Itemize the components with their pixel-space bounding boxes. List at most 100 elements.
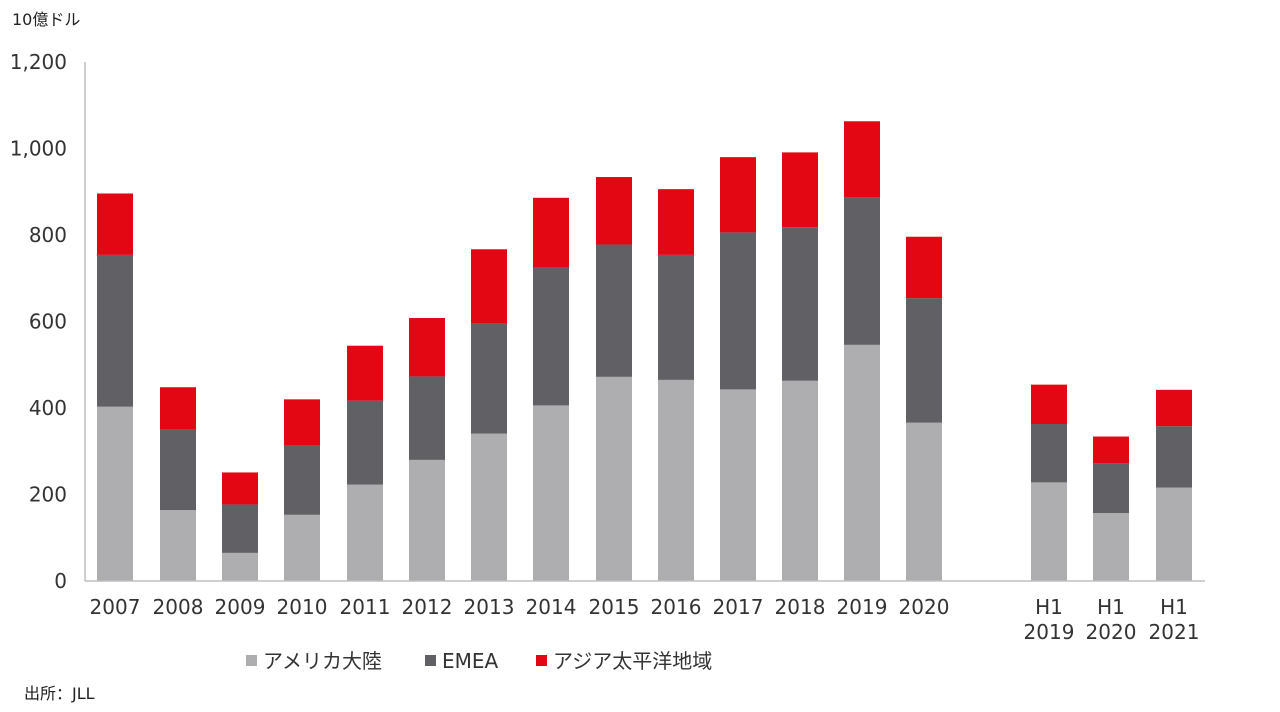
bar-segment-apac: [782, 152, 818, 228]
bar-segment-emea: [471, 323, 507, 434]
bar-segment-emea: [284, 445, 320, 515]
bar-segment-apac: [222, 472, 258, 505]
legend-label-apac: アジア太平洋地域: [553, 649, 712, 673]
bar-stack: [284, 399, 320, 581]
bar-stack: [222, 472, 258, 581]
bar-segment-emea: [1093, 463, 1129, 514]
bar-segment-emea: [409, 376, 445, 460]
bar-segment-americas: [347, 484, 383, 581]
y-axis: 0 200 400 600 800 1,000 1,200: [10, 50, 86, 593]
bar-segment-emea: [347, 400, 383, 485]
bar-segment-americas: [782, 380, 818, 581]
y-tick-label: 1,000: [10, 137, 67, 161]
bar-stack: [347, 345, 383, 581]
bar-stack: [97, 193, 133, 581]
bar-stack: [906, 236, 942, 581]
bar-segment-americas: [160, 510, 196, 581]
x-tick-label: H1: [1160, 595, 1188, 619]
bar-segment-americas: [1156, 487, 1192, 581]
bar-stack: [1093, 436, 1129, 581]
bar-segment-americas: [844, 344, 880, 581]
bar-segment-emea: [658, 254, 694, 380]
bar-segment-emea: [1156, 426, 1192, 488]
x-tick-label: 2015: [589, 595, 640, 619]
bar-segment-apac: [720, 157, 756, 233]
y-tick-label: 1,200: [10, 50, 67, 74]
legend-label-americas: アメリカ大陸: [263, 649, 382, 673]
bar-segment-apac: [844, 121, 880, 198]
bar-stack: [533, 197, 569, 581]
bar-segment-emea: [97, 254, 133, 407]
bars-group: [97, 121, 1192, 581]
bar-segment-americas: [906, 422, 942, 581]
x-tick-label: 2012: [402, 595, 453, 619]
bar-stack: [596, 177, 632, 581]
bar-stack: [782, 152, 818, 581]
bar-segment-americas: [658, 379, 694, 581]
bar-segment-emea: [844, 197, 880, 345]
x-axis: 2007 2008 2009 2010 2011 2012 2013 2014 2015 2016…: [85, 580, 1205, 644]
bar-segment-emea: [596, 244, 632, 377]
x-tick-label: 2017: [713, 595, 764, 619]
bar-segment-apac: [160, 387, 196, 430]
legend-label-emea: EMEA: [442, 649, 499, 673]
bar-segment-americas: [533, 405, 569, 581]
legend: アメリカ大陸 EMEA アジア太平洋地域: [246, 649, 712, 673]
bar-segment-apac: [533, 197, 569, 268]
x-tick-label: 2014: [526, 595, 577, 619]
bar-segment-emea: [222, 504, 258, 553]
bar-segment-americas: [720, 389, 756, 581]
bar-segment-apac: [347, 345, 383, 401]
x-tick-label: 2010: [277, 595, 328, 619]
bar-segment-apac: [471, 249, 507, 324]
bar-segment-americas: [596, 376, 632, 581]
x-tick-label: 2019: [837, 595, 888, 619]
bar-segment-apac: [409, 318, 445, 377]
bar-segment-apac: [906, 236, 942, 299]
bar-segment-americas: [97, 406, 133, 581]
bar-segment-emea: [906, 298, 942, 423]
bar-segment-emea: [1031, 424, 1067, 483]
bar-segment-apac: [1156, 389, 1192, 427]
bar-segment-emea: [533, 267, 569, 406]
y-axis-unit-label: 10億ドル: [12, 10, 81, 29]
bar-stack: [720, 157, 756, 581]
bar-stack: [471, 249, 507, 581]
x-tick-label: 2013: [464, 595, 515, 619]
bar-segment-emea: [160, 429, 196, 511]
legend-swatch-emea: [425, 655, 436, 666]
bar-segment-americas: [409, 459, 445, 581]
x-tick-label: 2018: [775, 595, 826, 619]
x-tick-label: 2007: [90, 595, 141, 619]
bar-segment-apac: [1093, 436, 1129, 464]
source-note: 出所：JLL: [24, 684, 95, 703]
bar-segment-apac: [97, 193, 133, 255]
y-tick-label: 800: [29, 223, 67, 247]
x-tick-label: H1: [1097, 595, 1125, 619]
bar-segment-apac: [596, 177, 632, 245]
x-tick-label: 2021: [1149, 620, 1200, 644]
bar-stack: [160, 387, 196, 581]
bar-segment-americas: [222, 552, 258, 581]
bar-stack: [844, 121, 880, 581]
bar-segment-emea: [720, 232, 756, 390]
x-tick-label: 2020: [899, 595, 950, 619]
y-tick-label: 600: [29, 310, 67, 334]
bar-segment-apac: [1031, 384, 1067, 425]
y-tick-label: 400: [29, 396, 67, 420]
bar-stack: [658, 189, 694, 581]
x-tick-label: 2016: [651, 595, 702, 619]
bar-stack: [1031, 384, 1067, 581]
y-tick-label: 0: [54, 569, 67, 593]
bar-segment-apac: [284, 399, 320, 446]
bar-segment-emea: [782, 227, 818, 381]
x-tick-label: H1: [1035, 595, 1063, 619]
legend-swatch-apac: [536, 655, 547, 666]
x-tick-label: 2019: [1024, 620, 1075, 644]
bar-segment-americas: [284, 514, 320, 581]
x-tick-label: 2009: [215, 595, 266, 619]
bar-stack: [1156, 389, 1192, 581]
legend-swatch-americas: [246, 655, 257, 666]
x-tick-label: 2008: [153, 595, 204, 619]
